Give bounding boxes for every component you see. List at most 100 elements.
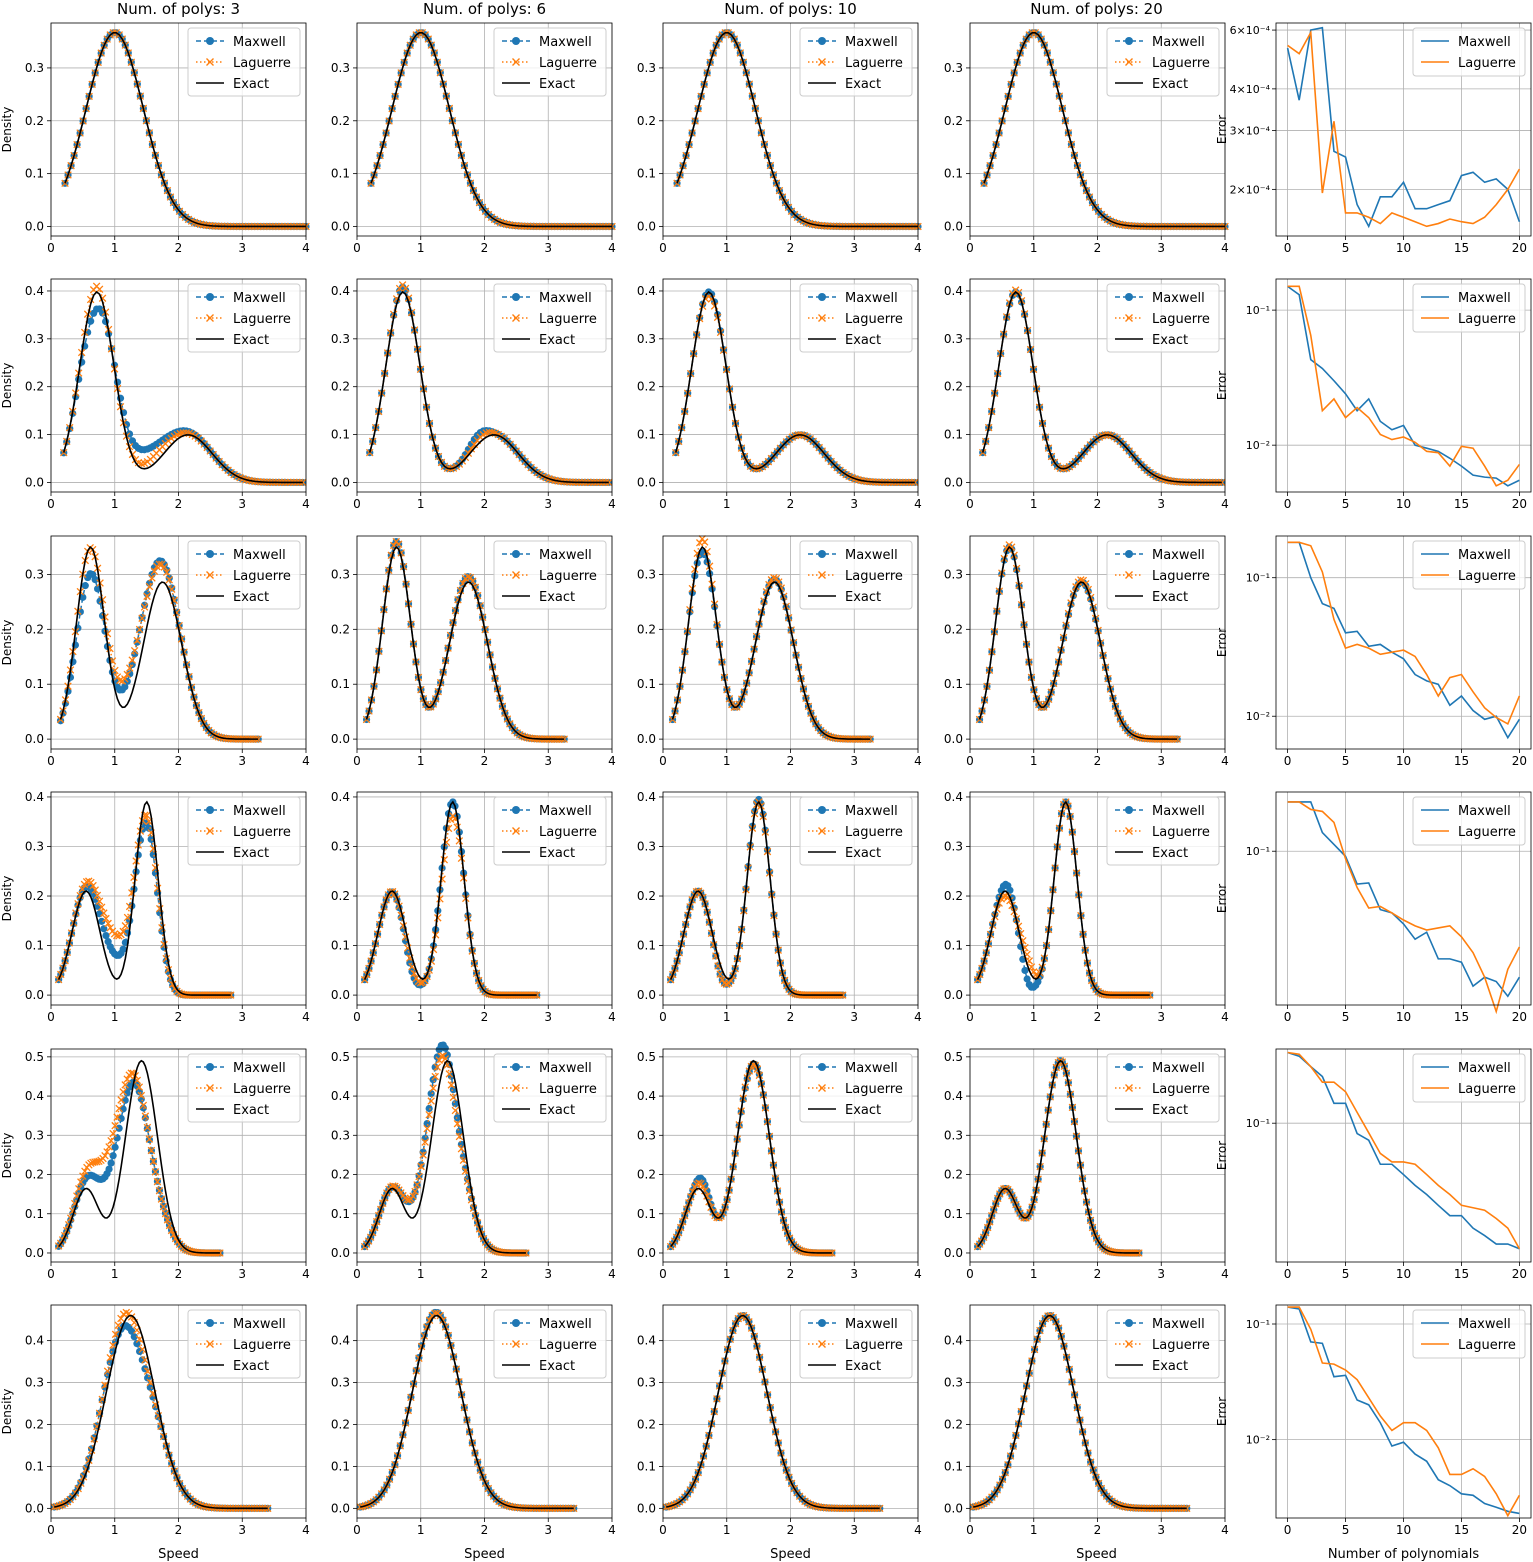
x-tick-label: 0 <box>966 1010 974 1024</box>
x-tick-label: 0 <box>966 1267 974 1281</box>
legend: Maxwell Laguerre Exact <box>493 1053 607 1123</box>
legend-laguerre-label: Laguerre <box>233 569 291 584</box>
x-tick-label: 1 <box>417 497 425 511</box>
legend-exact-label: Exact <box>1152 1103 1188 1118</box>
maxwell-point <box>89 889 97 898</box>
legend-maxwell-marker <box>512 293 520 301</box>
density-panel-r2-c1: 0 1 2 3 4 0.0 0.1 0.2 0.3 Maxwell Laguerre Exact <box>331 535 616 768</box>
legend-laguerre-marker <box>818 58 826 66</box>
legend-laguerre-marker <box>206 58 214 66</box>
y-tick-label: 0.4 <box>944 790 963 804</box>
x-tick-label: 2 <box>1094 1010 1102 1024</box>
legend-exact-label: Exact <box>539 846 575 861</box>
x-tick-label: 1 <box>1030 497 1038 511</box>
y-tick-label: 0.1 <box>637 939 656 953</box>
x-tick-label: 2 <box>481 1523 489 1537</box>
x-tick-label: 4 <box>302 1010 310 1024</box>
x-tick-label: 3 <box>544 754 552 768</box>
legend: Maxwell Laguerre Exact <box>493 283 607 353</box>
y-tick-label: 0.4 <box>944 284 963 298</box>
legend-exact-label: Exact <box>539 333 575 348</box>
x-tick-label: 1 <box>111 1010 119 1024</box>
y-tick-label: 0.1 <box>25 1207 44 1221</box>
x-label-speed-2: Speed <box>770 1547 811 1562</box>
legend-laguerre-label: Laguerre <box>845 569 903 584</box>
laguerre-point <box>121 675 129 683</box>
legend-maxwell-label: Maxwell <box>1152 291 1205 306</box>
x-tick-label: 3 <box>850 1523 858 1537</box>
density-panel-r1-c3: 0 1 2 3 4 0.0 0.1 0.2 0.3 0.4 Maxwell Laguerre Exact <box>944 278 1229 511</box>
laguerre-point <box>177 635 186 643</box>
y-tick-label: 0.4 <box>331 1089 350 1103</box>
legend-exact-label: Exact <box>233 846 269 861</box>
exact-line <box>978 545 1178 740</box>
legend-frame <box>799 283 913 353</box>
x-tick-label: 2 <box>481 497 489 511</box>
density-panel-r2-c0: 0 1 2 3 4 0.0 0.1 0.2 0.3 Density Maxwell Laguerre E… <box>0 535 310 768</box>
legend-maxwell-label: Maxwell <box>845 548 898 563</box>
legend: Maxwell Laguerre Exact <box>799 283 913 353</box>
laguerre-point <box>117 930 125 939</box>
y-tick-label: 0.1 <box>25 167 44 181</box>
legend-exact-label: Exact <box>539 1103 575 1118</box>
legend-laguerre-label: Laguerre <box>1152 569 1210 584</box>
legend-maxwell-label: Maxwell <box>233 804 286 819</box>
legend-maxwell-label: Maxwell <box>539 804 592 819</box>
x-tick-label: 0 <box>47 497 55 511</box>
col-title-0: Num. of polys: 3 <box>117 0 240 18</box>
laguerre-point <box>125 664 134 672</box>
legend-maxwell-label: Maxwell <box>539 548 592 563</box>
x-tick-label: 0 <box>659 1523 667 1537</box>
x-tick-label: 4 <box>914 1523 922 1537</box>
legend: Maxwell Laguerre Exact <box>187 283 301 353</box>
legend-exact-label: Exact <box>845 846 881 861</box>
y-tick-label: 0.0 <box>331 1501 350 1515</box>
legend-maxwell-label: Maxwell <box>233 291 286 306</box>
legend-laguerre-label: Laguerre <box>1152 825 1210 840</box>
y-tick-label: 0.4 <box>25 1089 44 1103</box>
legend: Maxwell Laguerre Exact <box>493 1309 607 1379</box>
x-tick-label: 2 <box>175 1010 183 1024</box>
legend-maxwell-marker <box>512 37 520 45</box>
x-tick-label: 3 <box>238 1523 246 1537</box>
legend-laguerre-label: Laguerre <box>539 56 597 71</box>
y-tick-label: 0.4 <box>25 790 44 804</box>
legend-maxwell-label: Maxwell <box>845 291 898 306</box>
x-tick-label: 3 <box>1157 497 1165 511</box>
y-tick-label: 0.3 <box>331 567 350 581</box>
y-tick-label: 0.2 <box>331 889 350 903</box>
legend-maxwell-marker <box>818 550 826 558</box>
y-tick-label: 0.0 <box>25 1246 44 1260</box>
x-tick-label: 3 <box>850 1010 858 1024</box>
y-tick-label: 0.3 <box>25 61 44 75</box>
legend: Maxwell Laguerre Exact <box>799 27 913 97</box>
x-tick-label: 2 <box>787 1267 795 1281</box>
legend: Maxwell Laguerre Exact <box>1106 283 1220 353</box>
legend-laguerre-label: Laguerre <box>1152 1082 1210 1097</box>
x-tick-label: 2 <box>787 241 795 255</box>
maxwell-point <box>406 959 414 967</box>
legend-maxwell-label: Maxwell <box>233 1061 286 1076</box>
legend-maxwell-label: Maxwell <box>539 291 592 306</box>
legend-laguerre-label: Laguerre <box>539 312 597 327</box>
x-axis-labels: Speed Speed Speed Speed Number of polyno… <box>158 1547 1479 1562</box>
x-tick-label: 2 <box>787 754 795 768</box>
x-tick-label: 1 <box>723 241 731 255</box>
legend-frame <box>493 283 607 353</box>
x-tick-label: 2 <box>1094 1267 1102 1281</box>
x-tick-label: 2 <box>481 1010 489 1024</box>
legend-exact-label: Exact <box>233 333 269 348</box>
laguerre-point <box>123 913 132 922</box>
legend-frame <box>187 540 301 610</box>
legend: Maxwell Laguerre Exact <box>1106 540 1220 610</box>
legend-laguerre-label: Laguerre <box>845 56 903 71</box>
y-tick-label: 0.4 <box>637 1334 656 1348</box>
legend-maxwell-label: Maxwell <box>539 1317 592 1332</box>
y-tick-label: 0.1 <box>944 1207 963 1221</box>
x-tick-label: 2 <box>175 1267 183 1281</box>
x-tick-label: 2 <box>1094 497 1102 511</box>
y-tick-label: 0.3 <box>637 1128 656 1142</box>
legend-laguerre-label: Laguerre <box>233 56 291 71</box>
legend: Maxwell Laguerre Exact <box>799 796 913 866</box>
